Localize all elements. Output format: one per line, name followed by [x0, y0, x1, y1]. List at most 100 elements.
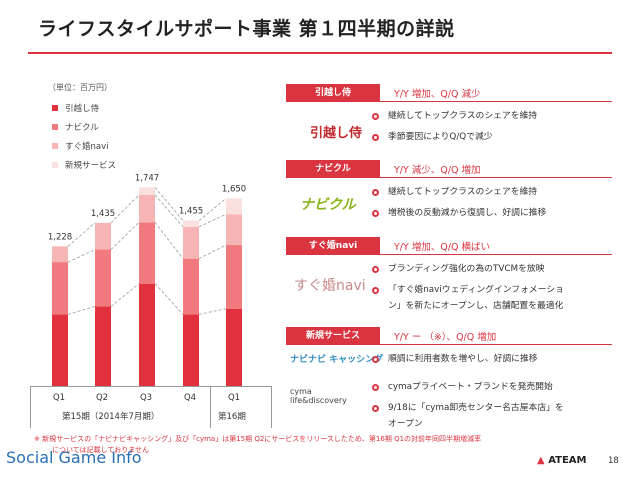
bullet-item: 継続してトップクラスのシェアを維持: [372, 109, 537, 124]
section-rule: [286, 177, 612, 178]
series-connector-line: [110, 222, 140, 250]
page-number: 18: [608, 456, 619, 466]
legend-swatch: [52, 123, 58, 130]
bullet-item-continued: オープン: [388, 417, 423, 432]
bar-segment: [139, 187, 155, 196]
bar-segment: [183, 220, 199, 227]
x-tick-label: Q4: [183, 393, 197, 403]
bullet-text: 季節要因によりQ/Qで減少: [388, 132, 493, 142]
sugukon-logo: すぐ婚navi: [294, 278, 366, 294]
axis-divider: [30, 386, 31, 428]
bar-segment: [52, 314, 68, 386]
footnote: ※ 新規サービスの「ナビナビキャッシング」及び「cyma」は第15期 Q2にサー…: [34, 435, 482, 443]
series-connector-line: [154, 283, 184, 315]
section-badge: 引越し侍: [286, 84, 380, 102]
footnote-continued: については記載しておりません: [52, 446, 150, 454]
bar-total-label: 1,455: [179, 207, 203, 217]
bar-segment: [183, 258, 199, 315]
bullet-icon: [372, 356, 379, 363]
x-axis-table: [30, 386, 272, 429]
series-connector-line: [198, 244, 227, 260]
legend-label: 新規サービス: [65, 160, 117, 171]
hikkoshi-logo: 引越し侍: [310, 126, 363, 141]
x-tick-label: Q2: [95, 393, 109, 403]
bullet-item: 9/18に「cyma卸売センター名古屋本店」を: [372, 401, 564, 416]
section-navikuru: ナビクル Y/Y 減少、Q/Q 増加 ナビクル 継続してトップクラスのシェアを維持…: [286, 160, 612, 230]
bullet-item-continued: ン」を新たにオープンし、店舗配置を最適化: [388, 299, 563, 314]
bar-segment: [139, 195, 155, 223]
bullet-text: cymaプライベート・ブランドを発売開始: [388, 382, 553, 392]
bullet-icon: [372, 287, 379, 294]
bar-segment: [226, 198, 242, 215]
company-logo: ▲ ATEAM: [537, 455, 587, 466]
series-connector-line: [67, 222, 96, 247]
series-connector-line: [154, 187, 184, 221]
legend-swatch: [52, 142, 58, 149]
section-rule: [286, 101, 612, 102]
section-summary: Y/Y 減少、Q/Q 増加: [394, 165, 481, 176]
legend-label: ナビクル: [65, 122, 99, 133]
bar-segment: [226, 214, 242, 246]
section-hikkoshi: 引越し侍 Y/Y 増加、Q/Q 減少 引越し侍 継続してトップクラスのシェアを維持…: [286, 84, 612, 154]
x-tick-label: Q1: [52, 393, 66, 403]
bar-segment: [226, 308, 242, 386]
unit-label: （単位：百万円）: [48, 83, 112, 92]
axis-divider: [271, 386, 272, 428]
bullet-icon: [372, 266, 379, 273]
navinavi-logo: ナビナビ キャッシング: [290, 355, 384, 365]
company-name: ATEAM: [548, 455, 587, 466]
bar-segment: [226, 245, 242, 309]
series-connector-line: [67, 249, 96, 263]
bullet-icon: [372, 210, 379, 217]
bullet-text: 順調に利用者数を増やし、好調に推移: [388, 354, 538, 364]
watermark: Social Game Info: [6, 448, 142, 467]
period-label: 第16期: [218, 412, 246, 422]
legend-item: 新規サービス: [52, 155, 116, 174]
bullet-item: 「すぐ婚naviウェディングインフォメーショ: [372, 283, 564, 298]
section-summary: Y/Y 増加、Q/Q 横ばい: [394, 242, 491, 253]
bullet-icon: [372, 405, 379, 412]
bar-segment: [95, 306, 111, 386]
legend-item: 引越し侍: [52, 98, 116, 117]
chart-legend: 引越し侍 ナビクル すぐ婚navi 新規サービス: [52, 98, 116, 174]
section-badge: 新規サービス: [286, 327, 380, 345]
bar-segment: [139, 222, 155, 284]
section-badge: ナビクル: [286, 160, 380, 178]
ateam-mark-icon: ▲: [537, 455, 545, 466]
bullet-item: 順調に利用者数を増やし、好調に推移: [372, 352, 538, 367]
bullet-text: ン」を新たにオープンし、店舗配置を最適化: [388, 301, 564, 311]
bar-segment: [95, 249, 111, 307]
section-badge: すぐ婚navi: [286, 237, 380, 255]
x-tick-label: Q1: [227, 393, 241, 403]
series-connector-line: [110, 283, 140, 307]
legend-swatch: [52, 161, 58, 168]
bullet-icon: [372, 189, 379, 196]
section-rule: [286, 344, 612, 345]
bullet-icon: [372, 113, 379, 120]
bar-total-label: 1,747: [135, 173, 159, 183]
section-new-services: 新規サービス Y/Y ー （※）、Q/Q 増加 ナビナビ キャッシング cyma …: [286, 327, 612, 432]
cyma-logo: cyma life&discovery: [290, 387, 347, 405]
series-connector-line: [198, 198, 227, 221]
legend-swatch: [52, 104, 58, 111]
bullet-text: 9/18に「cyma卸売センター名古屋本店」を: [388, 403, 564, 413]
bullet-icon: [372, 134, 379, 141]
bar-segment: [183, 226, 199, 259]
series-connector-line: [154, 222, 184, 259]
bar-total-label: 1,435: [91, 209, 115, 219]
series-connector-line: [198, 308, 227, 315]
legend-label: すぐ婚navi: [65, 141, 109, 152]
section-summary: Y/Y ー （※）、Q/Q 増加: [394, 332, 497, 343]
legend-item: ナビクル: [52, 117, 116, 136]
series-connector-line: [154, 194, 184, 228]
section-summary: Y/Y 増加、Q/Q 減少: [394, 89, 481, 100]
bullet-item: ブランディング強化の為のTVCMを放映: [372, 262, 544, 277]
bar-segment: [52, 262, 68, 315]
series-connector-line: [110, 194, 140, 224]
bar-segment: [183, 314, 199, 386]
bar-total-label: 1,650: [222, 184, 246, 194]
title-underline: [28, 52, 612, 54]
legend-label: 引越し侍: [65, 103, 100, 114]
bullet-text: 継続してトップクラスのシェアを維持: [388, 111, 538, 121]
